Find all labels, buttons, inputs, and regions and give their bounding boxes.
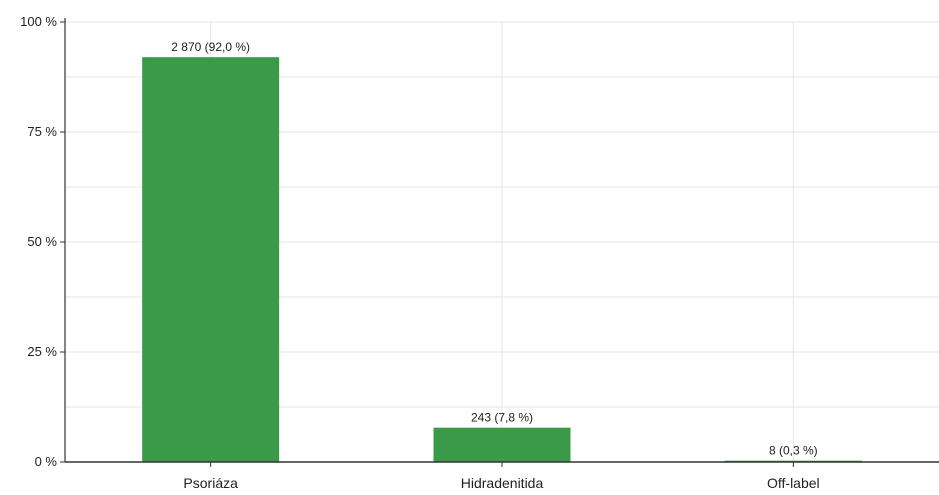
x-category-label: Hidradenitida <box>461 475 544 491</box>
axes <box>60 18 939 467</box>
y-tick-label: 100 % <box>20 14 57 29</box>
y-tick-label: 0 % <box>35 454 58 469</box>
x-category-labels: Psoriáza Hidradenitida Off-label <box>183 475 819 491</box>
data-label: 243 (7,8 %) <box>471 411 533 425</box>
y-tick-label: 50 % <box>27 234 57 249</box>
bar-0 <box>142 57 280 462</box>
data-labels: 2 870 (92,0 %) 243 (7,8 %) 8 (0,3 %) <box>171 40 817 457</box>
bars <box>142 57 862 462</box>
y-tick-labels: 0 % 25 % 50 % 75 % 100 % <box>20 14 57 469</box>
y-tick-label: 25 % <box>27 344 57 359</box>
data-label: 2 870 (92,0 %) <box>171 40 250 54</box>
bar-1 <box>433 427 571 462</box>
y-tick-label: 75 % <box>27 124 57 139</box>
data-label: 8 (0,3 %) <box>769 444 818 458</box>
x-category-label: Off-label <box>767 475 820 491</box>
x-category-label: Psoriáza <box>183 475 238 491</box>
